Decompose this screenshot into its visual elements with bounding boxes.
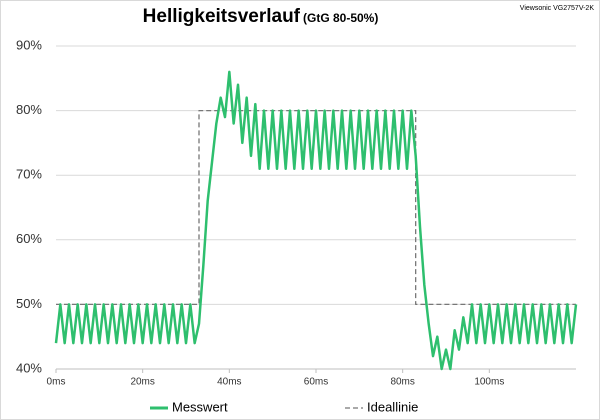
- x-tick-label: 40ms: [217, 377, 241, 388]
- y-tick-label: 60%: [16, 231, 42, 246]
- legend-label: Messwert: [172, 399, 228, 414]
- y-tick-label: 80%: [16, 102, 42, 117]
- y-tick-label: 40%: [16, 360, 42, 375]
- x-tick-label: 100ms: [474, 377, 504, 388]
- x-tick-label: 0ms: [47, 377, 66, 388]
- x-tick-label: 60ms: [304, 377, 328, 388]
- y-tick-label: 90%: [16, 37, 42, 52]
- legend-label: Ideallinie: [367, 399, 418, 414]
- chart-subtitle: (GtG 80-50%): [303, 11, 378, 25]
- x-tick-label: 20ms: [130, 377, 154, 388]
- y-tick-label: 50%: [16, 296, 42, 311]
- x-tick-label: 80ms: [390, 377, 414, 388]
- series-line: [54, 70, 578, 371]
- y-tick-label: 70%: [16, 167, 42, 182]
- chart-title: Helligkeitsverlauf: [143, 6, 301, 27]
- annotation: Viewsonic VG2757V-2K: [520, 5, 595, 12]
